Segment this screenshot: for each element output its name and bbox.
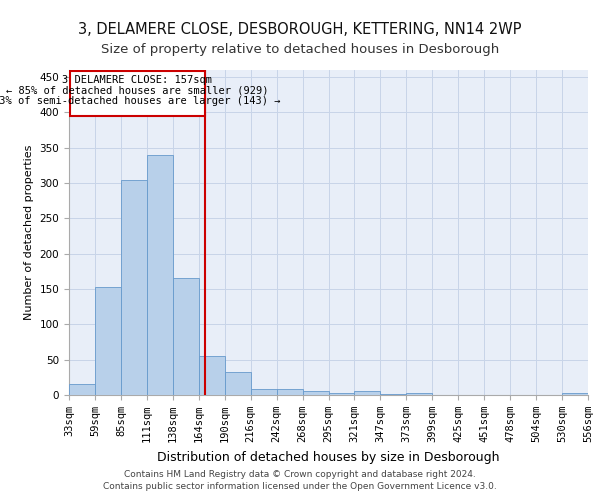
Bar: [121, 180, 147, 395]
Bar: [147, 155, 173, 395]
Bar: [173, 278, 199, 395]
Bar: [251, 388, 277, 395]
Text: 13% of semi-detached houses are larger (143) →: 13% of semi-detached houses are larger (…: [0, 96, 281, 106]
Text: Size of property relative to detached houses in Desborough: Size of property relative to detached ho…: [101, 42, 499, 56]
Bar: [355, 392, 380, 395]
Text: 3, DELAMERE CLOSE, DESBOROUGH, KETTERING, NN14 2WP: 3, DELAMERE CLOSE, DESBOROUGH, KETTERING…: [78, 22, 522, 38]
Bar: [302, 392, 329, 395]
Bar: [69, 384, 95, 395]
Text: 3 DELAMERE CLOSE: 157sqm: 3 DELAMERE CLOSE: 157sqm: [62, 75, 212, 85]
Bar: [277, 390, 302, 395]
Bar: [380, 394, 406, 395]
Bar: [406, 393, 432, 395]
Y-axis label: Number of detached properties: Number of detached properties: [24, 145, 34, 320]
X-axis label: Distribution of detached houses by size in Desborough: Distribution of detached houses by size …: [157, 450, 500, 464]
Bar: [199, 356, 224, 395]
Bar: [562, 393, 588, 395]
Text: Contains HM Land Registry data © Crown copyright and database right 2024.: Contains HM Land Registry data © Crown c…: [124, 470, 476, 479]
Bar: [329, 393, 355, 395]
Bar: [95, 287, 121, 395]
Text: Contains public sector information licensed under the Open Government Licence v3: Contains public sector information licen…: [103, 482, 497, 491]
Text: ← 85% of detached houses are smaller (929): ← 85% of detached houses are smaller (92…: [6, 86, 268, 96]
Bar: [70, 72, 205, 116]
Bar: [225, 372, 251, 395]
